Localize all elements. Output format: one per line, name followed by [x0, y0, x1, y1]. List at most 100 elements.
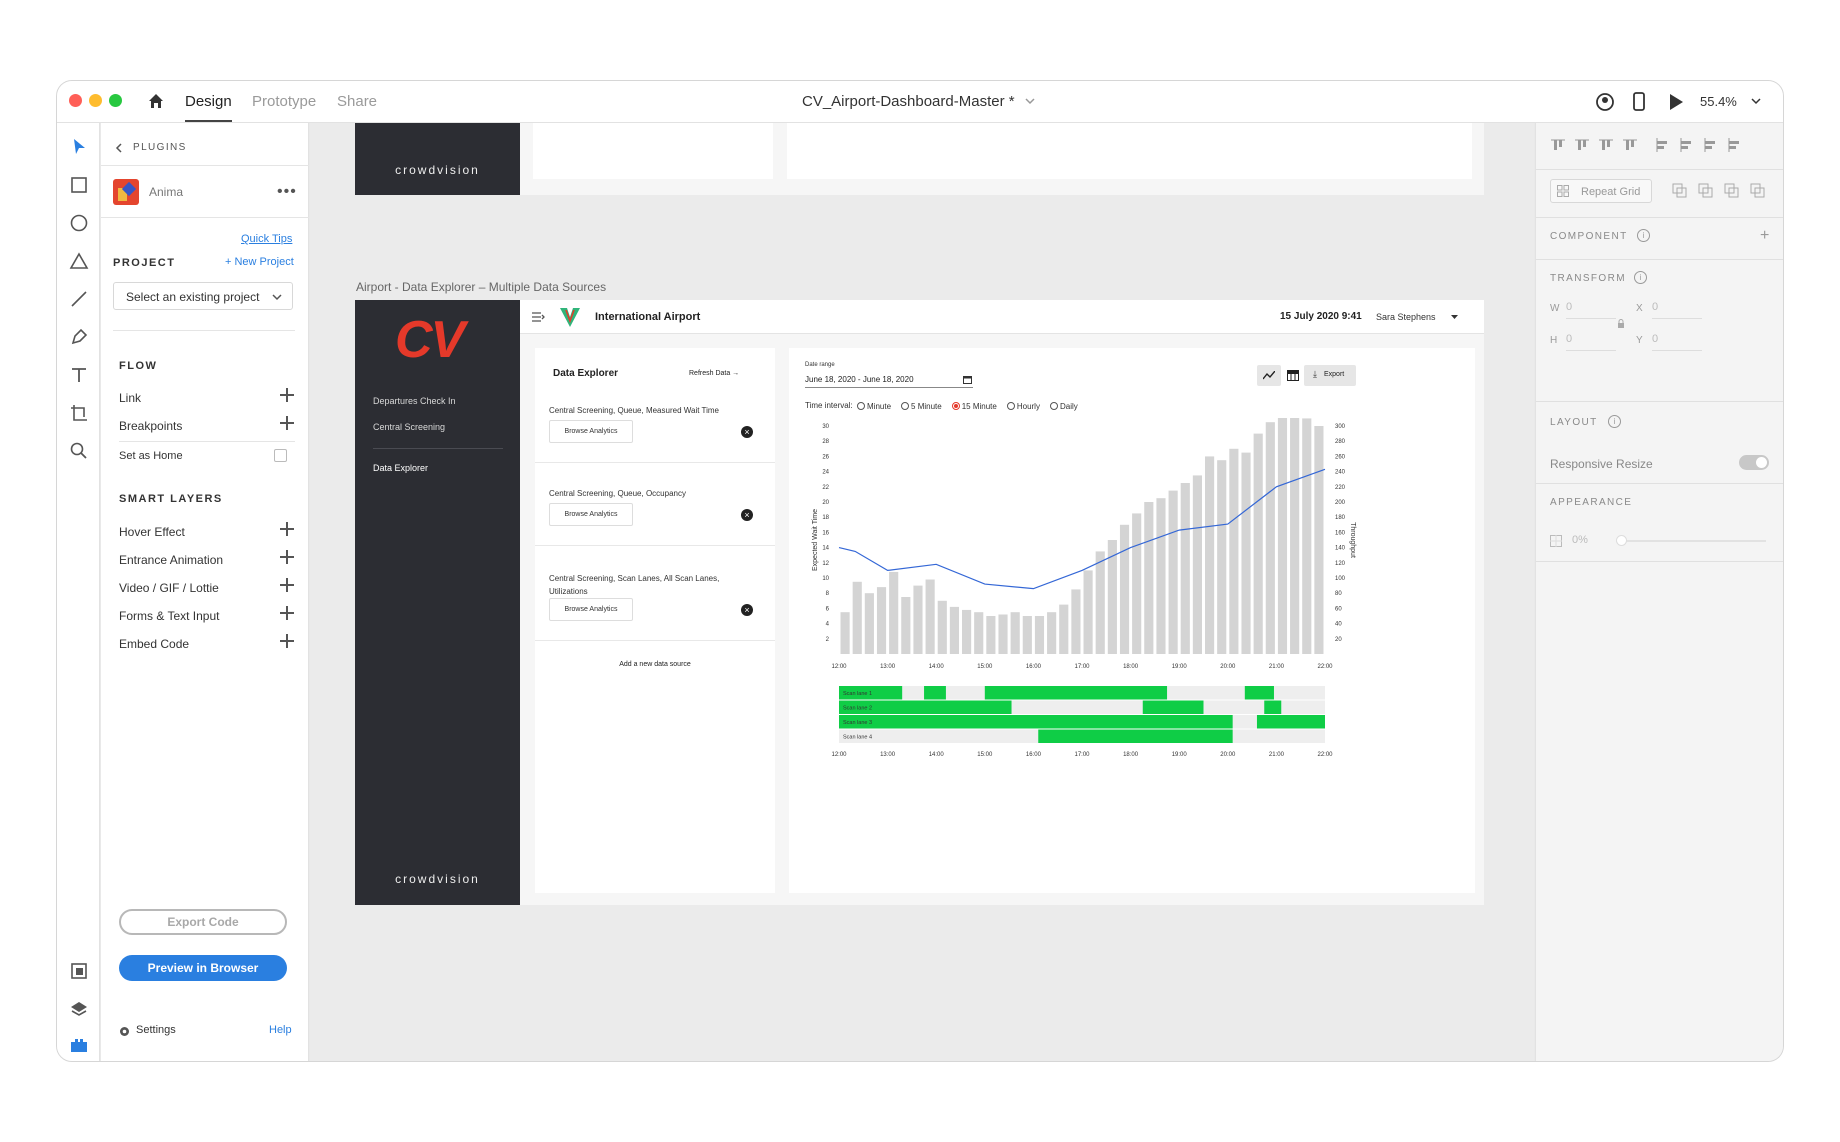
align-left-icon[interactable] — [1654, 137, 1670, 153]
align-right-icon[interactable] — [1702, 137, 1718, 153]
line-tool-icon[interactable] — [69, 289, 89, 309]
assets-icon[interactable] — [69, 961, 89, 981]
radio-button[interactable] — [1049, 402, 1058, 410]
quick-tips-link[interactable]: Quick Tips — [241, 233, 293, 245]
artboard-title[interactable]: Airport - Data Explorer – Multiple Data … — [356, 280, 607, 294]
help-link[interactable]: Help — [269, 1024, 292, 1036]
height-field[interactable]: 0 — [1566, 331, 1616, 351]
align-bottom-icon[interactable] — [1598, 137, 1614, 153]
design-canvas[interactable]: crowdvision Airport - Data Explorer – Mu… — [310, 123, 1534, 1061]
artboard-data-explorer[interactable]: CV Departures Check In Central Screening… — [355, 300, 1484, 905]
add-hover-effect-icon[interactable] — [280, 522, 294, 536]
preview-in-browser-button[interactable]: Preview in Browser — [119, 955, 287, 981]
boolean-exclude-icon[interactable] — [1750, 183, 1766, 199]
width-field[interactable]: 0 — [1566, 299, 1616, 319]
y-field[interactable]: 0 — [1652, 331, 1702, 351]
date-range-value[interactable]: June 18, 2020 - June 18, 2020 — [805, 375, 914, 384]
interval-option[interactable]: Hourly — [1006, 400, 1040, 412]
boolean-add-icon[interactable] — [1672, 183, 1688, 199]
add-embed-code-icon[interactable] — [280, 634, 294, 648]
align-middle-icon[interactable] — [1574, 137, 1590, 153]
smart-item-video[interactable]: Video / GIF / Lottie — [119, 581, 219, 595]
remove-source-icon[interactable]: × — [741, 509, 753, 521]
browse-analytics-button[interactable]: Browse Analytics — [549, 598, 633, 621]
boolean-intersect-icon[interactable] — [1724, 183, 1740, 199]
radio-button[interactable] — [857, 402, 865, 410]
chevron-down-icon[interactable] — [1025, 97, 1035, 105]
radio-button[interactable] — [901, 402, 910, 410]
pen-tool-icon[interactable] — [69, 327, 89, 347]
gear-icon[interactable] — [119, 1026, 130, 1037]
play-icon[interactable] — [1667, 92, 1685, 112]
user-name[interactable]: Sara Stephens — [1376, 312, 1436, 322]
add-link-icon[interactable] — [280, 388, 294, 402]
tab-prototype[interactable]: Prototype — [252, 93, 317, 110]
nav-item-departures[interactable]: Departures Check In — [373, 396, 456, 406]
layers-icon[interactable] — [69, 999, 89, 1019]
maximize-window-button[interactable] — [109, 94, 122, 107]
zoom-level[interactable]: 55.4% — [1700, 94, 1737, 109]
tab-share[interactable]: Share — [337, 93, 378, 110]
menu-icon[interactable] — [532, 312, 545, 322]
interval-option[interactable]: 15 Minute — [951, 400, 997, 412]
distribute-vertical-icon[interactable] — [1622, 137, 1638, 153]
line-chart-view-button[interactable] — [1257, 365, 1281, 386]
add-forms-icon[interactable] — [280, 606, 294, 620]
info-icon[interactable]: i — [1634, 271, 1647, 284]
radio-button[interactable] — [1006, 402, 1015, 410]
responsive-resize-toggle[interactable] — [1739, 455, 1769, 470]
add-data-source-link[interactable]: Add a new data source — [619, 661, 691, 668]
artboard-tool-icon[interactable] — [69, 403, 89, 423]
radio-button[interactable] — [951, 402, 960, 410]
browse-analytics-button[interactable]: Browse Analytics — [549, 420, 633, 443]
add-component-icon[interactable]: + — [1760, 227, 1770, 244]
artboard-top[interactable]: crowdvision — [355, 123, 1484, 195]
smart-item-entrance-animation[interactable]: Entrance Animation — [119, 553, 224, 567]
device-preview-icon[interactable] — [1632, 91, 1646, 113]
zoom-tool-icon[interactable] — [69, 441, 89, 461]
boolean-subtract-icon[interactable] — [1698, 183, 1714, 199]
add-breakpoints-icon[interactable] — [280, 416, 294, 430]
export-code-button[interactable]: Export Code — [119, 909, 287, 935]
opacity-slider-handle[interactable] — [1616, 535, 1627, 546]
select-tool-icon[interactable] — [69, 137, 89, 157]
rectangle-tool-icon[interactable] — [69, 175, 89, 195]
new-project-link[interactable]: + New Project — [225, 256, 294, 268]
lock-icon[interactable] — [1616, 319, 1626, 329]
smart-item-forms[interactable]: Forms & Text Input — [119, 609, 220, 623]
set-as-home-checkbox[interactable] — [274, 449, 287, 462]
info-icon[interactable]: i — [1608, 415, 1621, 428]
chevron-down-icon[interactable] — [1451, 315, 1458, 320]
nav-item-data-explorer[interactable]: Data Explorer — [373, 463, 429, 473]
export-button[interactable]: ⤓ Export — [1304, 365, 1356, 386]
interval-option[interactable]: Minute — [857, 400, 891, 412]
close-window-button[interactable] — [69, 94, 82, 107]
plugins-heading[interactable]: PLUGINS — [133, 142, 187, 153]
plugins-icon[interactable] — [69, 1035, 89, 1055]
align-top-icon[interactable] — [1550, 137, 1566, 153]
tab-design[interactable]: Design — [185, 93, 232, 122]
interval-option[interactable]: 5 Minute — [901, 400, 942, 412]
table-view-icon[interactable] — [1287, 370, 1299, 381]
browse-analytics-button[interactable]: Browse Analytics — [549, 503, 633, 526]
add-entrance-animation-icon[interactable] — [280, 550, 294, 564]
document-title[interactable]: CV_Airport-Dashboard-Master * — [802, 93, 1015, 110]
remove-source-icon[interactable]: × — [741, 426, 753, 438]
x-field[interactable]: 0 — [1652, 299, 1702, 319]
home-icon[interactable] — [147, 92, 165, 110]
smart-item-hover-effect[interactable]: Hover Effect — [119, 525, 185, 539]
add-video-icon[interactable] — [280, 578, 294, 592]
opacity-slider-track[interactable] — [1616, 540, 1766, 542]
info-icon[interactable]: i — [1637, 229, 1650, 242]
flow-item-link[interactable]: Link — [119, 391, 142, 405]
minimize-window-button[interactable] — [89, 94, 102, 107]
opacity-value[interactable]: 0% — [1572, 534, 1588, 546]
refresh-data-link[interactable]: Refresh Data → — [689, 370, 740, 377]
interval-option[interactable]: Daily — [1049, 400, 1078, 412]
zoom-chevron-icon[interactable] — [1751, 97, 1761, 105]
repeat-grid-button[interactable]: Repeat Grid — [1550, 179, 1652, 203]
remove-source-icon[interactable]: × — [741, 604, 753, 616]
ellipse-tool-icon[interactable] — [69, 213, 89, 233]
project-select[interactable]: Select an existing project — [113, 282, 293, 310]
text-tool-icon[interactable] — [69, 365, 89, 385]
